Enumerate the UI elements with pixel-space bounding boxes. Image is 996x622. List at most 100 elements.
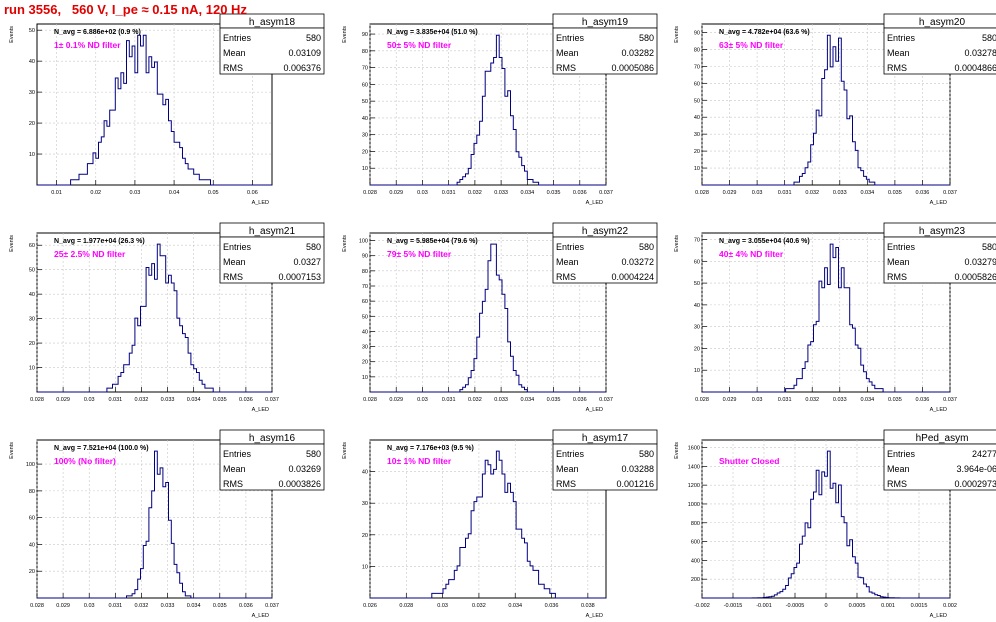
y-axis-label: Events (9, 235, 15, 252)
x-tick-label: 0.03 (130, 190, 141, 196)
x-axis-label: A_LED (586, 613, 603, 619)
stat-rms-value: 0.0003826 (278, 479, 321, 489)
x-tick-label: 0.034 (520, 190, 534, 196)
x-tick-label: 0.032 (805, 397, 819, 403)
stat-rms-label: RMS (887, 272, 907, 282)
x-tick-label: 0.026 (363, 603, 377, 609)
x-tick-label: 0.0005 (849, 603, 866, 609)
y-tick-label: 40 (362, 116, 368, 122)
y-tick-label: 800 (691, 521, 700, 527)
nav-label: N_avg = 7.521e+04 (100.0 %) (54, 445, 149, 452)
filter-annotation: 40± 4% ND filter (719, 249, 784, 259)
stat-box-frame (219, 27, 325, 75)
y-tick-label: 10 (694, 166, 700, 172)
y-tick-label: 90 (362, 254, 368, 260)
y-tick-label: 60 (29, 516, 35, 522)
y-tick-label: 80 (29, 489, 35, 495)
x-tick-label: -0.001 (756, 603, 772, 609)
filter-annotation: 50± 5% ND filter (387, 40, 452, 50)
stat-rms-label: RMS (556, 63, 576, 73)
histogram-series (702, 243, 950, 393)
x-tick-label: 0.032 (468, 190, 482, 196)
y-tick-label: 40 (694, 303, 700, 309)
stat-mean-label: Mean (887, 464, 910, 474)
x-tick-label: 0.034 (860, 190, 874, 196)
histogram-panel-h_asym18: 0.01 0.02 0.03 0.04 0.05 0.06 10 20 30 40 50 Events… (9, 13, 325, 206)
histogram-series (37, 450, 272, 599)
y-tick-label: 20 (29, 121, 35, 127)
x-tick-label: 0.001 (881, 603, 895, 609)
x-tick-label: 0.035 (213, 603, 227, 609)
x-tick-label: 0.029 (389, 190, 403, 196)
nav-label: N_avg = 4.782e+04 (63.6 %) (719, 29, 810, 36)
x-tick-label: 0.033 (494, 397, 508, 403)
x-tick-label: 0.031 (108, 603, 122, 609)
y-tick-label: 40 (29, 292, 35, 298)
histogram-panel-h_asym22: 0.028 0.029 0.03 0.031 0.032 0.033 0.034 0.035 0… (342, 222, 658, 413)
x-tick-label: 0.034 (187, 603, 201, 609)
y-tick-label: 1200 (688, 483, 700, 489)
x-tick-label: 0.06 (247, 190, 258, 196)
x-tick-label: 0.036 (239, 397, 253, 403)
stat-entries-label: Entries (223, 33, 252, 43)
y-tick-label: 50 (694, 281, 700, 287)
stat-box-frame (883, 27, 996, 75)
x-tick-label: 0 (824, 603, 827, 609)
x-tick-label: 0.037 (943, 190, 957, 196)
stat-rms-label: RMS (223, 272, 243, 282)
stat-entries-value: 580 (306, 449, 321, 459)
stat-rms-value: 0.0005826 (954, 272, 996, 282)
y-tick-label: 30 (362, 133, 368, 139)
y-tick-label: 30 (362, 501, 368, 507)
stat-rms-value: 0.0002973 (954, 479, 996, 489)
y-tick-label: 10 (694, 368, 700, 374)
x-axis-label: A_LED (930, 407, 947, 413)
x-tick-label: 0.036 (573, 397, 587, 403)
x-axis-label: A_LED (930, 613, 947, 619)
histogram-title: h_asym23 (919, 226, 966, 237)
stat-mean-value: 0.03288 (621, 464, 654, 474)
x-tick-label: 0.031 (442, 190, 456, 196)
stat-rms-label: RMS (887, 479, 907, 489)
stat-mean-label: Mean (223, 464, 246, 474)
x-tick-label: 0.035 (888, 397, 902, 403)
x-tick-label: 0.035 (547, 190, 561, 196)
x-tick-label: 0.028 (363, 397, 377, 403)
y-tick-label: 1000 (688, 502, 700, 508)
y-tick-label: 50 (29, 268, 35, 274)
stat-rms-label: RMS (556, 272, 576, 282)
x-tick-label: 0.037 (265, 603, 279, 609)
y-tick-label: 40 (362, 470, 368, 476)
x-tick-label: 0.034 (860, 397, 874, 403)
stat-mean-label: Mean (223, 257, 246, 267)
y-tick-label: 80 (694, 47, 700, 53)
x-tick-label: 0.033 (833, 190, 847, 196)
stat-entries-value: 580 (306, 242, 321, 252)
x-tick-label: -0.0015 (724, 603, 743, 609)
y-tick-label: 90 (362, 32, 368, 38)
y-tick-label: 50 (29, 28, 35, 34)
stat-mean-value: 3.964e-06 (956, 464, 996, 474)
stat-rms-value: 0.006376 (283, 63, 321, 73)
x-tick-label: 0.036 (573, 190, 587, 196)
x-tick-label: 0.034 (508, 603, 522, 609)
stat-rms-value: 0.0004224 (611, 272, 654, 282)
y-tick-label: 10 (362, 564, 368, 570)
histogram-panel-h_asym16: 0.028 0.029 0.03 0.031 0.032 0.033 0.034 0.035 0… (9, 429, 325, 619)
stat-entries-value: 580 (639, 449, 654, 459)
y-tick-label: 40 (29, 59, 35, 65)
y-tick-label: 30 (694, 325, 700, 331)
stat-mean-value: 0.03272 (621, 257, 654, 267)
histogram-series (702, 450, 950, 599)
stat-mean-label: Mean (556, 48, 579, 58)
filter-annotation: 1± 0.1% ND filter (54, 40, 121, 50)
stat-entries-label: Entries (223, 242, 252, 252)
y-tick-label: 40 (362, 329, 368, 335)
stat-box-frame (219, 236, 325, 284)
stat-mean-label: Mean (556, 257, 579, 267)
filter-annotation: 25± 2.5% ND filter (54, 249, 126, 259)
nav-label: N_avg = 3.055e+04 (40.6 %) (719, 238, 810, 245)
x-tick-label: 0.028 (30, 397, 44, 403)
x-tick-label: 0.036 (916, 190, 930, 196)
histogram-panel-hPed_asym: -0.002 -0.0015 -0.001 -0.0005 0 0.0005 0.001 0.… (674, 429, 996, 619)
